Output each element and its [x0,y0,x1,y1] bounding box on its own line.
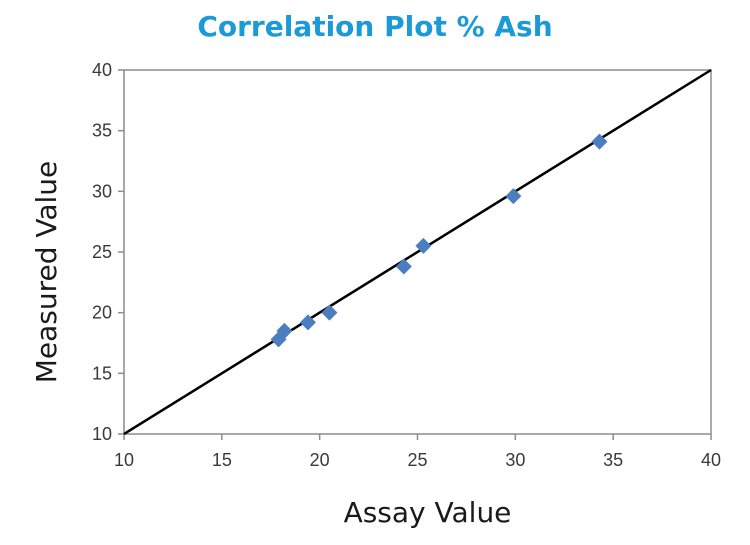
x-tick-label: 10 [114,450,134,470]
y-tick-label: 15 [92,363,112,383]
reference-line [123,68,712,436]
chart-title: Correlation Plot % Ash [197,10,553,43]
data-point [321,304,338,321]
x-tick-label: 25 [407,450,427,470]
y-tick-label: 20 [92,303,112,323]
y-tick-label: 25 [92,242,112,262]
y-tick-label: 30 [92,181,112,201]
x-axis-label: Assay Value [344,496,512,529]
y-axis-label: Measured Value [30,161,63,384]
y-tick-label: 40 [92,60,112,80]
data-point [415,237,432,254]
x-tick-label: 15 [212,450,232,470]
data-point [395,258,412,275]
y-tick-label: 35 [92,121,112,141]
x-tick-label: 35 [603,450,623,470]
data-point [591,133,608,150]
y-tick-label: 10 [92,424,112,444]
x-axis-ticks: 10 15 20 25 30 35 40 [114,434,721,470]
data-point [505,188,522,205]
data-point [276,322,293,339]
y-axis-ticks: 10 15 20 25 30 35 40 [92,60,124,444]
data-points [270,133,608,348]
x-tick-label: 20 [310,450,330,470]
data-point [299,314,316,331]
x-tick-label: 30 [505,450,525,470]
x-tick-label: 40 [701,450,721,470]
